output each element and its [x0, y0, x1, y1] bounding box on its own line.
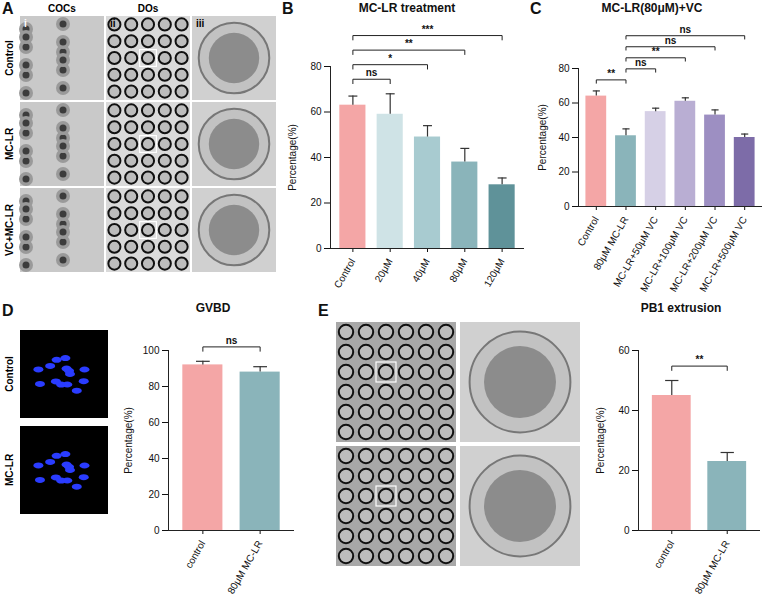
- svg-text:DOs: DOs: [138, 3, 159, 14]
- svg-text:MC-LR: MC-LR: [4, 127, 15, 160]
- svg-text:20: 20: [558, 166, 570, 177]
- svg-text:Control: Control: [4, 356, 15, 392]
- svg-text:40μM: 40μM: [410, 257, 432, 284]
- svg-text:**: **: [607, 68, 615, 79]
- svg-text:60: 60: [310, 106, 322, 117]
- svg-text:***: ***: [422, 24, 434, 35]
- svg-text:60: 60: [148, 417, 160, 428]
- svg-text:ns: ns: [226, 335, 238, 346]
- svg-text:*: *: [388, 53, 392, 64]
- svg-text:iii: iii: [196, 18, 205, 29]
- svg-text:0: 0: [316, 243, 322, 254]
- svg-text:40: 40: [558, 132, 570, 143]
- svg-text:i: i: [24, 18, 27, 29]
- html-text:GVBD: GVBD: [195, 301, 231, 315]
- svg-text:40: 40: [310, 152, 322, 163]
- html-text:E: E: [318, 302, 329, 319]
- svg-text:80: 80: [558, 63, 570, 74]
- svg-text:80μM: 80μM: [447, 257, 469, 284]
- svg-text:control: control: [183, 539, 208, 570]
- svg-text:80μM MC-LR: 80μM MC-LR: [692, 539, 731, 596]
- svg-text:100: 100: [143, 345, 160, 356]
- svg-text:Percentage(%): Percentage(%): [595, 407, 606, 474]
- svg-text:0: 0: [154, 525, 160, 536]
- svg-text:Control: Control: [575, 215, 601, 248]
- svg-text:ns: ns: [635, 57, 647, 68]
- svg-text:**: **: [696, 354, 704, 365]
- svg-text:40: 40: [148, 453, 160, 464]
- svg-text:ns: ns: [366, 67, 378, 78]
- svg-text:60: 60: [558, 97, 570, 108]
- svg-text:VC+MC-LR: VC+MC-LR: [4, 203, 15, 256]
- svg-text:120μM: 120μM: [482, 257, 507, 289]
- svg-text:**: **: [405, 38, 413, 49]
- svg-text:Percentage(%): Percentage(%): [287, 124, 298, 191]
- svg-text:80μM MC-LR: 80μM MC-LR: [225, 539, 264, 596]
- svg-text:COCs: COCs: [48, 3, 76, 14]
- html-text:A: A: [2, 0, 14, 17]
- html-text:B: B: [282, 0, 294, 17]
- svg-text:Percentage(%): Percentage(%): [537, 104, 548, 171]
- svg-text:Control: Control: [332, 257, 358, 290]
- html-text:MC-LR(80μM)+VC: MC-LR(80μM)+VC: [601, 1, 703, 15]
- svg-text:80: 80: [148, 381, 160, 392]
- html-text:PB1 extrusion: PB1 extrusion: [640, 301, 722, 315]
- svg-text:20: 20: [148, 489, 160, 500]
- svg-text:Percentage(%): Percentage(%): [123, 407, 134, 474]
- svg-text:60: 60: [618, 345, 630, 356]
- html-text:C: C: [530, 0, 542, 17]
- svg-text:**: **: [652, 46, 660, 57]
- svg-text:ns: ns: [665, 35, 677, 46]
- html-text:D: D: [2, 302, 14, 319]
- svg-text:80μM MC-LR: 80μM MC-LR: [591, 214, 631, 272]
- svg-text:20: 20: [618, 465, 630, 476]
- svg-text:20μM: 20μM: [373, 257, 395, 284]
- svg-text:80: 80: [310, 61, 322, 72]
- svg-text:Control: Control: [4, 40, 15, 76]
- svg-text:control: control: [652, 539, 677, 570]
- svg-text:MC-LR+500μM VC: MC-LR+500μM VC: [697, 215, 749, 294]
- svg-text:ns: ns: [680, 24, 692, 35]
- svg-text:40: 40: [618, 405, 630, 416]
- svg-text:20: 20: [310, 197, 322, 208]
- svg-text:0: 0: [564, 201, 570, 212]
- svg-text:MC-LR+100μM VC: MC-LR+100μM VC: [637, 214, 690, 294]
- svg-text:MC-LR: MC-LR: [4, 453, 15, 486]
- html-text:MC-LR treatment: MC-LR treatment: [358, 1, 456, 15]
- svg-text:0: 0: [624, 525, 630, 536]
- svg-text:MC-LR+200μM VC: MC-LR+200μM VC: [667, 214, 720, 294]
- svg-text:ii: ii: [110, 18, 116, 29]
- svg-text:MC-LR+50μM VC: MC-LR+50μM VC: [610, 214, 661, 289]
